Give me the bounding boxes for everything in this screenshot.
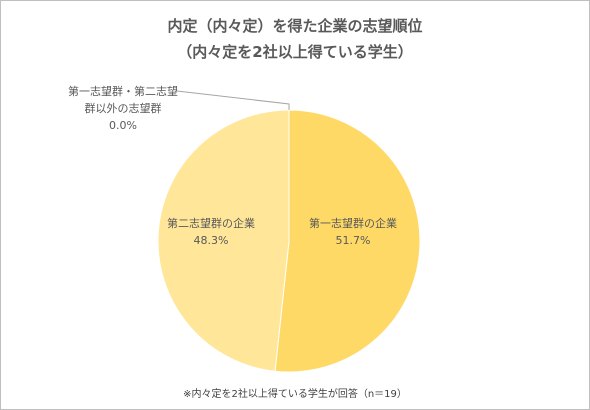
pie-slice: [157, 109, 290, 372]
value-label: 51.7%: [335, 234, 371, 247]
value-label: 48.3%: [193, 234, 229, 247]
chart-subtitle: （内々定を2社以上得ている学生）: [177, 43, 413, 61]
category-label: 第一志望群の企業: [309, 217, 397, 230]
pie-slice: [274, 109, 421, 373]
slice-label: 第一志望群・第二志望群以外の志望群 0.0%: [67, 83, 179, 134]
annotation: ※内々定を2社以上得ている学生が回答（n＝19）: [183, 389, 407, 400]
slice-label: 第一志望群の企業 51.7%: [293, 215, 413, 249]
category-label: 第二志望群の企業: [167, 217, 255, 230]
category-label: 第一志望群・第二志望群以外の志望群: [68, 85, 178, 115]
slice-label: 第二志望群の企業 48.3%: [151, 215, 271, 249]
value-label: 0.0%: [109, 119, 137, 132]
chart-title: 内定（内々定）を得た企業の志望順位: [167, 17, 423, 35]
leader-line: [176, 90, 290, 110]
